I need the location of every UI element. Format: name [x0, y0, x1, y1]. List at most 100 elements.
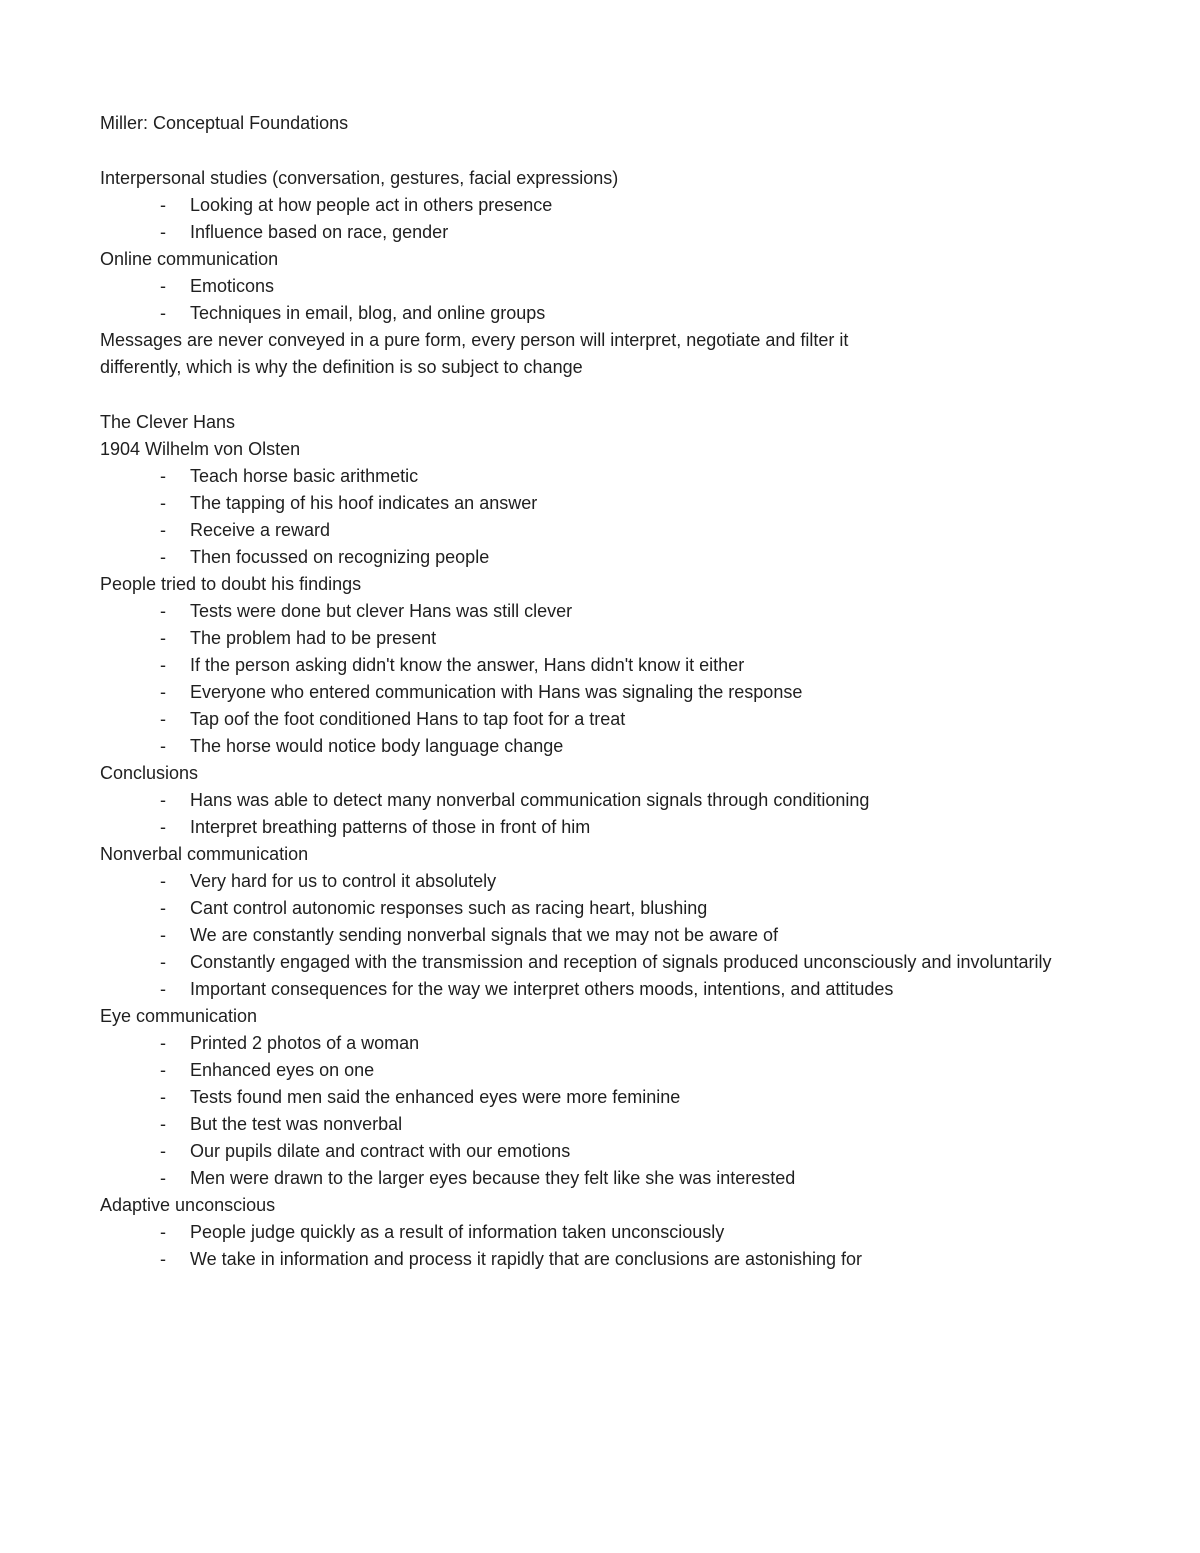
bullet-dash: - [160, 787, 190, 814]
list-item: -Everyone who entered communication with… [100, 679, 1100, 706]
bullet-dash: - [160, 895, 190, 922]
list-item: -Then focussed on recognizing people [100, 544, 1100, 571]
list-item-text: Enhanced eyes on one [190, 1057, 374, 1084]
list-item: -Cant control autonomic responses such a… [100, 895, 1100, 922]
list-item: -Tests were done but clever Hans was sti… [100, 598, 1100, 625]
list-item-text: Emoticons [190, 273, 274, 300]
bullet-dash: - [160, 922, 190, 949]
bullet-dash: - [160, 1084, 190, 1111]
list-item-text: Interpret breathing patterns of those in… [190, 814, 590, 841]
bullet-dash: - [160, 517, 190, 544]
section-heading: People tried to doubt his findings [100, 571, 1100, 598]
list-item-text: Influence based on race, gender [190, 219, 448, 246]
list-item: -The tapping of his hoof indicates an an… [100, 490, 1100, 517]
bullet-dash: - [160, 463, 190, 490]
list-item: -Tap oof the foot conditioned Hans to ta… [100, 706, 1100, 733]
bullet-list: -People judge quickly as a result of inf… [100, 1219, 1100, 1273]
section-heading: Eye communication [100, 1003, 1100, 1030]
list-item: -Important consequences for the way we i… [100, 976, 1100, 1003]
list-item-text: Tap oof the foot conditioned Hans to tap… [190, 706, 625, 733]
document-title: Miller: Conceptual Foundations [100, 110, 1100, 137]
bullet-dash: - [160, 733, 190, 760]
list-item: -We take in information and process it r… [100, 1246, 1100, 1273]
list-item: -Constantly engaged with the transmissio… [100, 949, 1100, 976]
section-heading: Online communication [100, 246, 1100, 273]
list-item-text: But the test was nonverbal [190, 1111, 402, 1138]
list-item: -Men were drawn to the larger eyes becau… [100, 1165, 1100, 1192]
list-item-text: Receive a reward [190, 517, 330, 544]
list-item-text: Printed 2 photos of a woman [190, 1030, 419, 1057]
list-item-text: Our pupils dilate and contract with our … [190, 1138, 570, 1165]
list-item-text: Tests were done but clever Hans was stil… [190, 598, 572, 625]
bullet-dash: - [160, 1057, 190, 1084]
list-item-text: Techniques in email, blog, and online gr… [190, 300, 545, 327]
bullet-dash: - [160, 1246, 190, 1273]
bullet-dash: - [160, 192, 190, 219]
bullet-dash: - [160, 490, 190, 517]
list-item-text: Very hard for us to control it absolutel… [190, 868, 496, 895]
list-item-text: The problem had to be present [190, 625, 436, 652]
list-item-text: Everyone who entered communication with … [190, 679, 802, 706]
bullet-dash: - [160, 976, 190, 1003]
list-item: -Tests found men said the enhanced eyes … [100, 1084, 1100, 1111]
list-item: -People judge quickly as a result of inf… [100, 1219, 1100, 1246]
list-item: -Receive a reward [100, 517, 1100, 544]
bullet-dash: - [160, 949, 190, 976]
section-subheading: 1904 Wilhelm von Olsten [100, 436, 1100, 463]
list-item-text: The horse would notice body language cha… [190, 733, 563, 760]
bullet-dash: - [160, 219, 190, 246]
section-heading: Adaptive unconscious [100, 1192, 1100, 1219]
list-item: -Emoticons [100, 273, 1100, 300]
list-item: -The problem had to be present [100, 625, 1100, 652]
bullet-dash: - [160, 652, 190, 679]
bullet-list: -Very hard for us to control it absolute… [100, 868, 1100, 1003]
bullet-dash: - [160, 1111, 190, 1138]
list-item: -Printed 2 photos of a woman [100, 1030, 1100, 1057]
list-item-text: Looking at how people act in others pres… [190, 192, 552, 219]
bullet-list: -Hans was able to detect many nonverbal … [100, 787, 1100, 841]
list-item: -Our pupils dilate and contract with our… [100, 1138, 1100, 1165]
bullet-dash: - [160, 300, 190, 327]
bullet-list: -Looking at how people act in others pre… [100, 192, 1100, 246]
list-item-text: Teach horse basic arithmetic [190, 463, 418, 490]
bullet-dash: - [160, 1165, 190, 1192]
bullet-dash: - [160, 706, 190, 733]
list-item-text: Then focussed on recognizing people [190, 544, 489, 571]
list-item-text: We take in information and process it ra… [190, 1246, 862, 1273]
bullet-dash: - [160, 625, 190, 652]
list-item: -The horse would notice body language ch… [100, 733, 1100, 760]
bullet-dash: - [160, 1138, 190, 1165]
list-item: -If the person asking didn't know the an… [100, 652, 1100, 679]
section-heading: Interpersonal studies (conversation, ges… [100, 165, 1100, 192]
bullet-dash: - [160, 868, 190, 895]
list-item-text: People judge quickly as a result of info… [190, 1219, 724, 1246]
body-paragraph-line: Messages are never conveyed in a pure fo… [100, 327, 1100, 354]
bullet-list: -Printed 2 photos of a woman -Enhanced e… [100, 1030, 1100, 1192]
list-item: -Very hard for us to control it absolute… [100, 868, 1100, 895]
list-item-text: The tapping of his hoof indicates an ans… [190, 490, 537, 517]
document-page: Miller: Conceptual Foundations Interpers… [0, 0, 1200, 1553]
bullet-dash: - [160, 1219, 190, 1246]
list-item: -Hans was able to detect many nonverbal … [100, 787, 1100, 814]
list-item: -Influence based on race, gender [100, 219, 1100, 246]
bullet-dash: - [160, 679, 190, 706]
bullet-list: -Emoticons -Techniques in email, blog, a… [100, 273, 1100, 327]
list-item: -Interpret breathing patterns of those i… [100, 814, 1100, 841]
list-item: -Enhanced eyes on one [100, 1057, 1100, 1084]
list-item-text: Tests found men said the enhanced eyes w… [190, 1084, 680, 1111]
list-item-text: Men were drawn to the larger eyes becaus… [190, 1165, 795, 1192]
list-item: -Techniques in email, blog, and online g… [100, 300, 1100, 327]
section-heading: The Clever Hans [100, 409, 1100, 436]
bullet-dash: - [160, 1030, 190, 1057]
list-item-text: Important consequences for the way we in… [190, 976, 893, 1003]
bullet-dash: - [160, 544, 190, 571]
section-heading: Conclusions [100, 760, 1100, 787]
list-item: -Looking at how people act in others pre… [100, 192, 1100, 219]
bullet-dash: - [160, 598, 190, 625]
bullet-dash: - [160, 814, 190, 841]
list-item-text: Constantly engaged with the transmission… [190, 949, 1052, 976]
list-item-text: If the person asking didn't know the ans… [190, 652, 744, 679]
list-item: -Teach horse basic arithmetic [100, 463, 1100, 490]
list-item-text: We are constantly sending nonverbal sign… [190, 922, 778, 949]
list-item: -We are constantly sending nonverbal sig… [100, 922, 1100, 949]
